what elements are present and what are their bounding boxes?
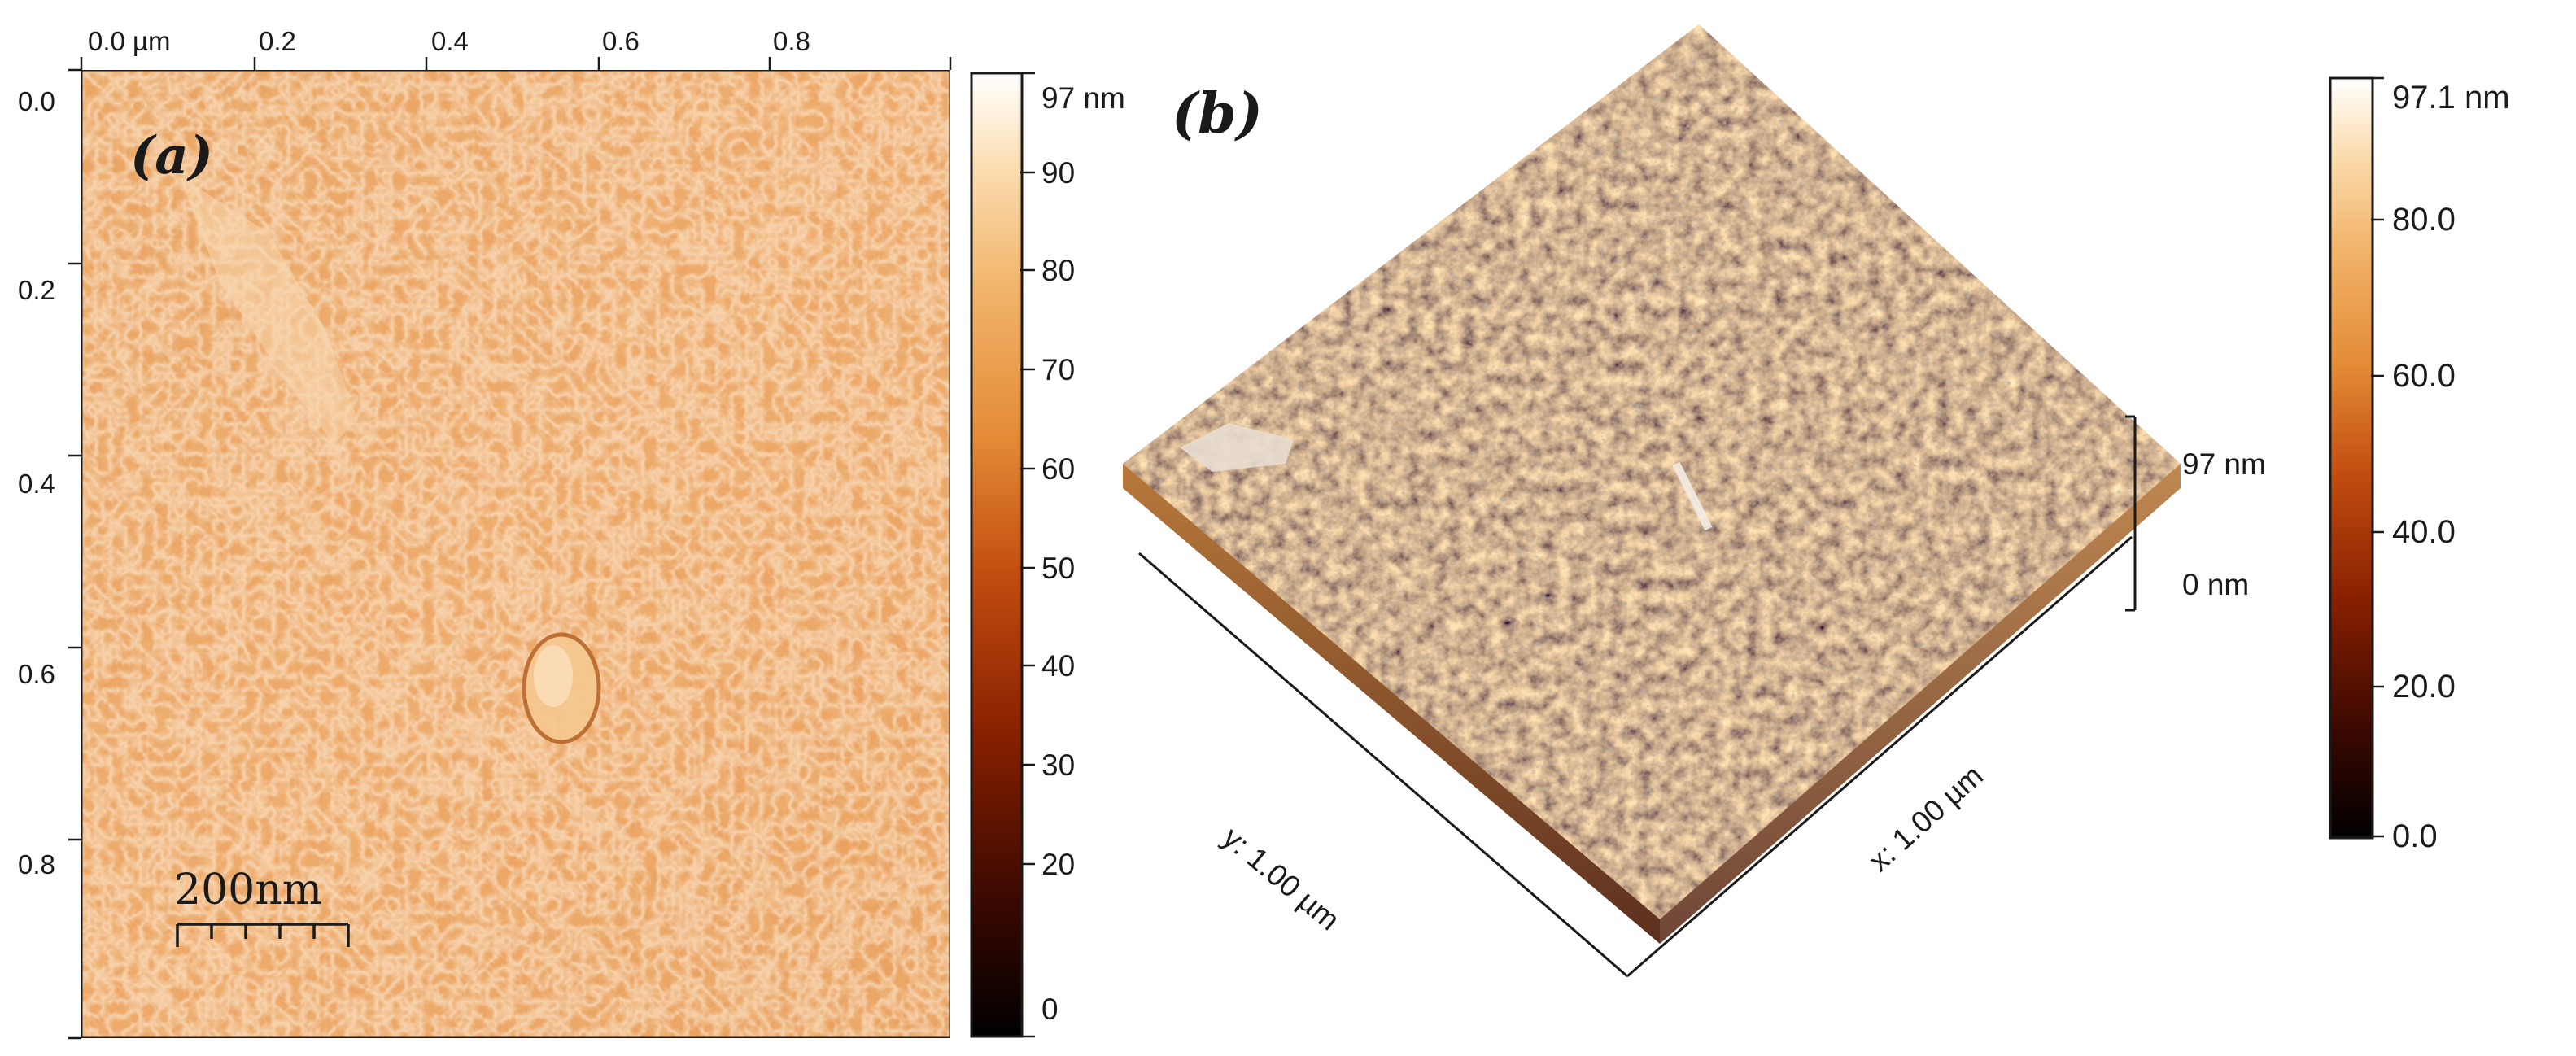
panel-b-base-axes — [1138, 535, 2133, 978]
scale-bar-label: 200nm — [174, 866, 323, 914]
colorbar-a-tick-label: 40 — [1041, 649, 1076, 683]
colorbar-b-tick-label: 40.0 — [2392, 514, 2456, 550]
colorbar-a-tick-label: 50 — [1041, 552, 1076, 585]
colorbar-b-tick-label: 20.0 — [2392, 669, 2456, 705]
colorbar-a-tick-label: 30 — [1041, 748, 1076, 782]
colorbar-b-max-label: 97.1 nm — [2392, 80, 2510, 116]
colorbar-a-tick-label: 80 — [1041, 254, 1076, 287]
z-max-label: 97 nm — [2182, 447, 2266, 481]
panel-a-label: (a) — [130, 125, 214, 186]
z-min-label: 0 nm — [2182, 568, 2250, 601]
y-tick-label: 0.2 — [18, 275, 55, 305]
x-tick-label: 0.8 — [773, 26, 810, 56]
colorbar-b-tick-label: 80.0 — [2392, 202, 2456, 238]
colorbar-a-ticks — [1020, 72, 1035, 1038]
afm-3d-surface-image — [1123, 24, 2181, 944]
z-scale-bracket — [2125, 415, 2137, 612]
x-tick-label: 0.2 — [259, 26, 296, 56]
y-tick-label: 0.8 — [18, 849, 55, 879]
colorbar-a-tick-label: 60 — [1041, 452, 1076, 486]
colorbar-b-tick-label: 0.0 — [2392, 818, 2438, 854]
y-tick-label: 0.4 — [18, 469, 55, 499]
colorbar-a-tick-label: 70 — [1041, 353, 1076, 386]
colorbar-a-tick-label: 20 — [1041, 848, 1076, 881]
colorbar-b — [2329, 76, 2374, 840]
panel-a-frame-ticks — [68, 57, 952, 1040]
colorbar-b-ticks — [2371, 76, 2384, 838]
scale-bar — [176, 923, 350, 947]
colorbar-a — [970, 72, 1024, 1038]
colorbar-a-tick-label: 0 — [1041, 993, 1059, 1026]
colorbar-a-max-label: 97 nm — [1041, 81, 1125, 115]
panel-b-label: (b) — [1172, 81, 1263, 146]
afm-2d-topography-image — [81, 70, 950, 1038]
colorbar-a-tick-label: 90 — [1041, 156, 1076, 190]
x-tick-label: 0.6 — [602, 26, 640, 56]
x-tick-label: 0.0 µm — [88, 26, 171, 56]
y-tick-label: 0.0 — [18, 86, 55, 116]
colorbar-b-tick-label: 60.0 — [2392, 358, 2456, 394]
y-tick-label: 0.6 — [18, 659, 55, 689]
x-tick-label: 0.4 — [431, 26, 469, 56]
